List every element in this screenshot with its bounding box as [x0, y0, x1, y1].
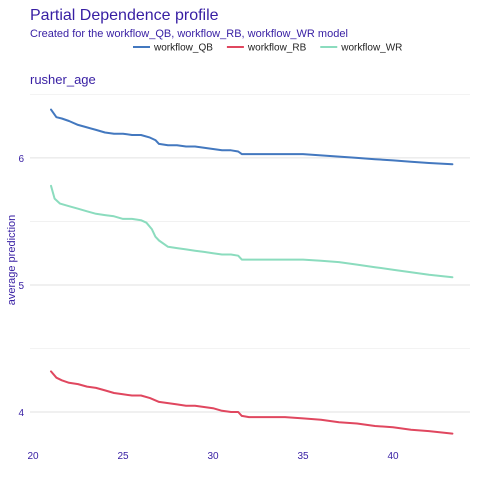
x-tick-label: 40 [387, 451, 399, 462]
axis-ticks: 4 5 6 20 25 30 35 40 [18, 154, 399, 462]
chart-subtitle: Created for the workflow_QB, workflow_RB… [30, 28, 348, 40]
panel-label: rusher_age [30, 72, 96, 87]
x-tick-label: 20 [27, 451, 39, 462]
y-tick-label: 4 [18, 408, 24, 419]
y-axis-label: average prediction [6, 215, 18, 306]
y-tick-label: 6 [18, 154, 24, 165]
chart-title: Partial Dependence profile [30, 7, 219, 24]
series-lines [50, 108, 454, 435]
series-line-workflow-rb [50, 370, 454, 435]
x-tick-label: 30 [207, 451, 219, 462]
legend-label: workflow_QB [153, 43, 213, 54]
series-line-workflow-wr [50, 184, 454, 279]
legend-label: workflow_WR [340, 43, 402, 54]
grid-lines [30, 93, 470, 413]
chart-legend: workflow_QB workflow_RB workflow_WR [133, 43, 402, 54]
series-line-workflow-qb [50, 108, 454, 166]
y-tick-label: 5 [18, 281, 24, 292]
legend-label: workflow_RB [247, 43, 307, 54]
x-tick-label: 25 [117, 451, 129, 462]
x-tick-label: 35 [297, 451, 309, 462]
